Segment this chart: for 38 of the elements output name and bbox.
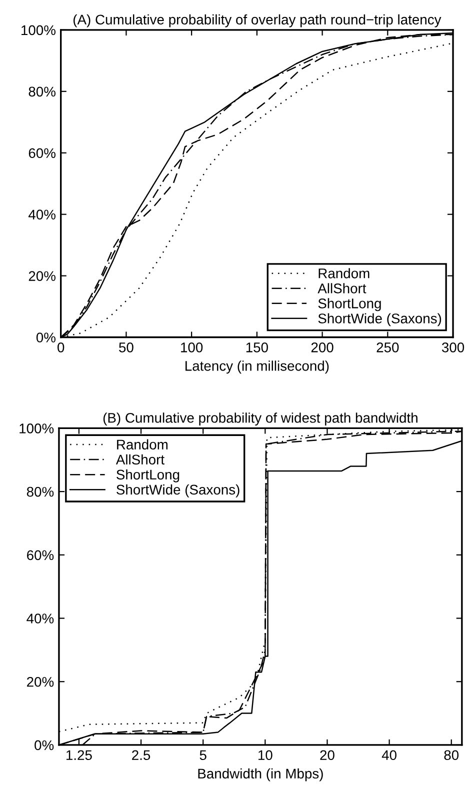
y-tick-label: 40% xyxy=(26,614,54,624)
x-axis-title: Latency (in millisecond) xyxy=(186,360,329,374)
x-axis-title: Bandwidth (in Mbps) xyxy=(198,768,323,782)
y-tick-label: 80% xyxy=(28,86,56,97)
legend-label: AllShort xyxy=(318,283,366,294)
x-tick-label: 80 xyxy=(444,750,459,760)
legend-label: ShortLong xyxy=(116,469,180,482)
y-tick-label: 80% xyxy=(26,486,54,497)
legend-label: AllShort xyxy=(116,454,164,465)
x-tick-label: 2.5 xyxy=(132,750,150,760)
x-tick-label: 10 xyxy=(258,750,272,760)
y-tick-label: 60% xyxy=(27,550,54,560)
x-tick-label: 0 xyxy=(58,342,64,352)
legend-label: ShortLong xyxy=(318,298,381,312)
y-tick-label: 0% xyxy=(36,332,56,342)
x-tick-label: 40 xyxy=(382,750,396,760)
y-tick-label: 60% xyxy=(28,148,56,158)
x-tick-label: 150 xyxy=(246,342,268,352)
chart-title: (A) Cumulative probability of overlay path round−trip latency xyxy=(73,14,442,28)
x-tick-label: 1.25 xyxy=(66,750,92,760)
x-tick-label: 300 xyxy=(442,342,464,352)
legend-label: Random xyxy=(318,268,370,278)
chart-title: (B) Cumulative probability of widest path bandwidth xyxy=(103,412,418,426)
y-tick-label: 20% xyxy=(28,271,56,281)
legend-label: ShortWide (Saxons) xyxy=(318,313,442,326)
x-tick-label: 250 xyxy=(376,342,399,352)
y-tick-label: 0% xyxy=(34,740,54,750)
legend-label: ShortWide (Saxons) xyxy=(116,484,240,498)
x-tick-label: 200 xyxy=(311,342,334,352)
x-tick-label: 50 xyxy=(119,342,134,352)
x-tick-label: 5 xyxy=(200,750,206,760)
x-tick-label: 20 xyxy=(320,750,334,760)
y-tick-label: 100% xyxy=(22,25,56,36)
x-tick-label: 100 xyxy=(181,342,203,352)
y-tick-label: 20% xyxy=(27,676,54,687)
y-tick-label: 40% xyxy=(28,210,56,220)
y-tick-label: 100% xyxy=(20,424,54,434)
legend-label: Random xyxy=(117,439,168,450)
